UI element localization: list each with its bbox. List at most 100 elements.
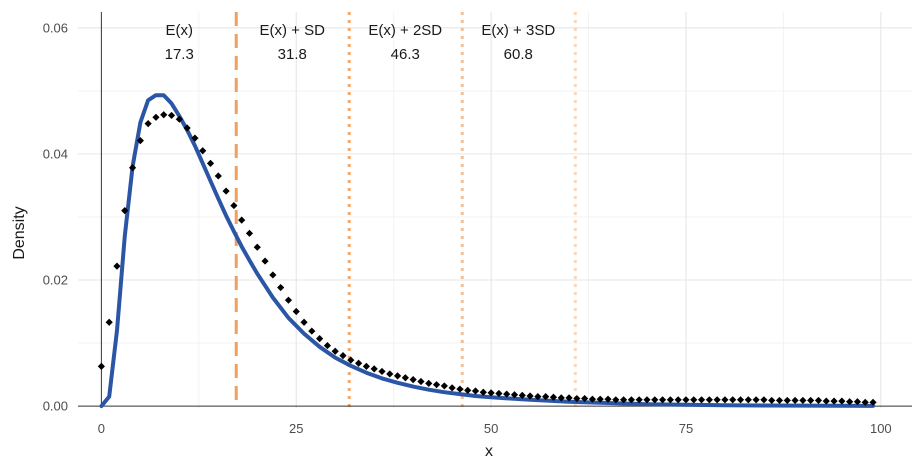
data-point bbox=[183, 124, 191, 132]
data-point bbox=[542, 393, 550, 401]
data-point bbox=[253, 243, 261, 251]
data-point bbox=[386, 370, 394, 378]
data-point bbox=[869, 398, 877, 406]
data-point bbox=[370, 365, 378, 373]
data-point bbox=[464, 386, 472, 394]
data-point bbox=[705, 396, 713, 404]
data-point bbox=[269, 271, 277, 279]
data-point bbox=[729, 396, 737, 404]
data-point bbox=[316, 335, 324, 343]
data-point bbox=[136, 137, 144, 145]
x-tick-label: 25 bbox=[289, 421, 303, 436]
data-point bbox=[588, 395, 597, 403]
data-point bbox=[105, 318, 113, 326]
data-point bbox=[807, 396, 815, 405]
data-point bbox=[690, 396, 698, 404]
annotations: E(x) 17.3 E(x) + SD 31.8 E(x) + 2SD 46.3 E(x) … bbox=[165, 22, 556, 63]
data-point bbox=[713, 396, 721, 404]
data-point bbox=[760, 396, 768, 404]
reference-value-label: 46.3 bbox=[391, 46, 420, 63]
data-point bbox=[401, 374, 409, 382]
data-point bbox=[643, 396, 651, 404]
data-point bbox=[354, 359, 363, 367]
data-point bbox=[160, 111, 168, 119]
data-point bbox=[261, 257, 269, 265]
data-point bbox=[549, 393, 558, 401]
data-point bbox=[744, 396, 752, 404]
data-point bbox=[775, 396, 784, 405]
data-point bbox=[612, 396, 620, 404]
data-point bbox=[339, 352, 347, 360]
reference-value-label: 31.8 bbox=[278, 46, 307, 63]
data-point bbox=[331, 347, 339, 355]
y-tick-label: 0.06 bbox=[43, 20, 68, 35]
series-layer bbox=[97, 93, 877, 409]
data-point bbox=[308, 327, 316, 335]
data-point bbox=[495, 389, 503, 398]
reference-label: E(x) + SD bbox=[260, 22, 326, 39]
data-point bbox=[245, 229, 254, 237]
data-point bbox=[814, 396, 823, 405]
data-point bbox=[378, 367, 386, 376]
x-tick-label: 0 bbox=[98, 421, 105, 436]
data-point bbox=[487, 389, 495, 397]
data-point bbox=[292, 307, 300, 316]
data-point bbox=[783, 396, 791, 405]
data-point bbox=[503, 390, 511, 398]
data-point bbox=[581, 394, 589, 403]
data-point bbox=[861, 398, 869, 406]
data-point bbox=[596, 395, 604, 403]
data-point bbox=[518, 391, 526, 399]
data-point bbox=[393, 372, 402, 380]
data-point bbox=[674, 396, 682, 404]
data-point bbox=[651, 396, 659, 404]
data-point bbox=[620, 396, 628, 404]
data-point bbox=[627, 396, 636, 404]
data-point bbox=[799, 396, 807, 405]
x-axis-title: x bbox=[485, 443, 493, 460]
data-point bbox=[721, 396, 729, 404]
data-point bbox=[417, 377, 425, 386]
data-point bbox=[658, 396, 667, 404]
data-point bbox=[448, 384, 456, 392]
data-point bbox=[152, 113, 160, 121]
x-tick-label: 100 bbox=[870, 421, 892, 436]
data-point bbox=[144, 120, 152, 128]
data-point bbox=[97, 362, 105, 370]
data-point bbox=[175, 115, 183, 123]
reference-value-label: 60.8 bbox=[504, 46, 533, 63]
reference-lines bbox=[234, 12, 577, 408]
data-point bbox=[323, 341, 332, 350]
data-point bbox=[238, 216, 246, 224]
reference-label: E(x) bbox=[165, 22, 193, 39]
data-point bbox=[768, 396, 776, 405]
y-tick-label: 0.04 bbox=[43, 146, 68, 161]
data-point bbox=[526, 392, 534, 400]
data-point bbox=[635, 396, 643, 404]
data-point bbox=[167, 111, 176, 120]
data-point bbox=[565, 394, 573, 402]
axes: 0 25 50 75 100 0.00 0.02 0.04 0.06 bbox=[43, 12, 912, 436]
data-point bbox=[121, 207, 129, 215]
data-point bbox=[300, 318, 308, 326]
data-point bbox=[199, 147, 207, 155]
data-point bbox=[682, 396, 690, 404]
data-point bbox=[510, 391, 519, 399]
x-tick-label: 75 bbox=[679, 421, 693, 436]
data-point bbox=[752, 396, 760, 404]
data-point bbox=[409, 376, 417, 384]
density-curve bbox=[99, 93, 875, 409]
data-point bbox=[425, 379, 433, 388]
data-point bbox=[191, 134, 199, 142]
reference-value-label: 17.3 bbox=[165, 46, 194, 63]
data-point bbox=[838, 397, 846, 405]
data-point bbox=[284, 296, 293, 304]
data-point bbox=[277, 283, 285, 292]
data-point bbox=[128, 164, 137, 172]
reference-label: E(x) + 2SD bbox=[368, 22, 442, 39]
data-point bbox=[362, 362, 370, 370]
data-point bbox=[830, 397, 838, 405]
y-axis-title: Density bbox=[11, 206, 28, 259]
